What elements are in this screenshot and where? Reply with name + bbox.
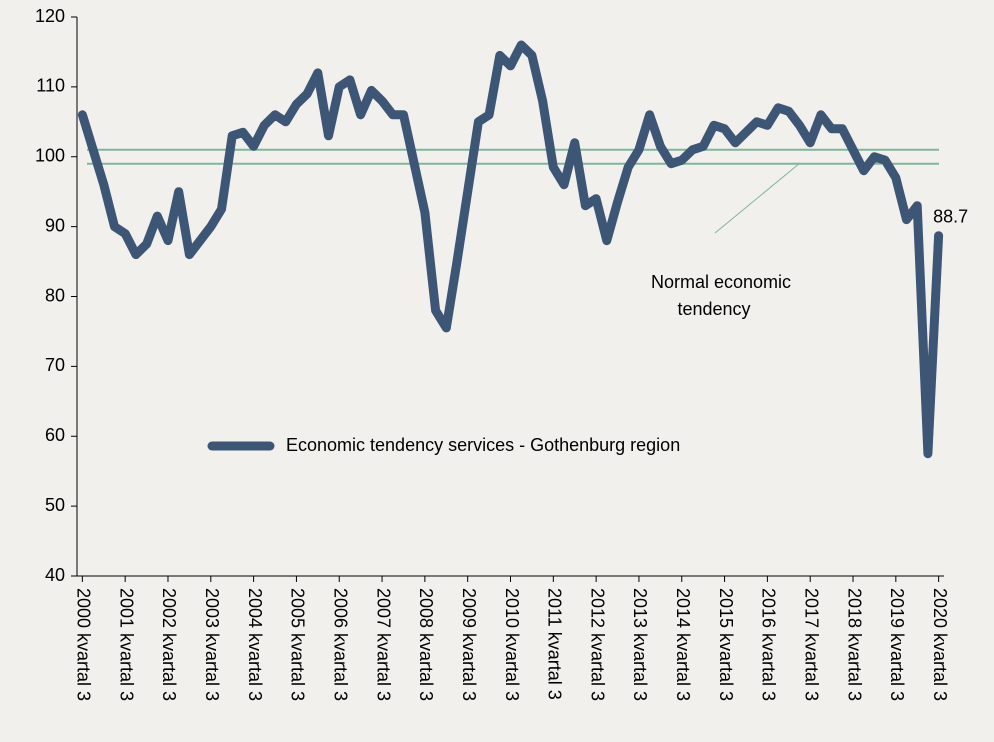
x-tick-label: 2004 kvartal 3 [245, 588, 265, 701]
y-tick-label: 90 [45, 215, 65, 235]
x-tick-label: 2011 kvartal 3 [545, 588, 565, 700]
annotation: Normal economic [651, 272, 791, 292]
y-tick-label: 70 [45, 355, 65, 375]
x-tick-label: 2019 kvartal 3 [887, 588, 907, 701]
series-line [77, 40, 944, 459]
x-tick-label: 2015 kvartal 3 [716, 588, 736, 701]
y-tick-label: 120 [35, 6, 65, 26]
value-label: 88.7 [933, 206, 968, 226]
legend-label: Economic tendency services - Gothenburg … [286, 435, 680, 455]
y-tick-label: 100 [35, 146, 65, 166]
x-tick-label: 2018 kvartal 3 [844, 588, 864, 701]
annotation-pointer [714, 162, 801, 234]
x-tick-label: 2012 kvartal 3 [587, 588, 607, 701]
x-tick-label: 2002 kvartal 3 [159, 588, 179, 701]
x-tick-label: 2017 kvartal 3 [801, 588, 821, 701]
x-tick-label: 2006 kvartal 3 [330, 588, 350, 701]
y-tick-label: 80 [45, 285, 65, 305]
x-tick-label: 2008 kvartal 3 [416, 588, 436, 701]
x-tick-label: 2009 kvartal 3 [459, 588, 479, 701]
x-tick-label: 2007 kvartal 3 [373, 588, 393, 701]
x-tick-label: 2014 kvartal 3 [673, 588, 693, 701]
x-tick-label: 2016 kvartal 3 [759, 588, 779, 701]
x-tick-label: 2010 kvartal 3 [502, 588, 522, 701]
y-tick-label: 110 [36, 76, 65, 96]
y-tick-label: 40 [45, 565, 65, 585]
y-tick-label: 60 [45, 425, 65, 445]
y-tick-label: 50 [45, 495, 65, 515]
x-tick-label: 2005 kvartal 3 [288, 588, 308, 701]
x-tick-label: 2001 kvartal 3 [116, 588, 136, 701]
x-tick-label: 2013 kvartal 3 [630, 588, 650, 701]
x-tick-label: 2020 kvartal 3 [930, 588, 950, 701]
x-tick-label: 2003 kvartal 3 [202, 588, 222, 701]
annotation: tendency [677, 299, 750, 319]
x-tick-label: 2000 kvartal 3 [74, 588, 94, 701]
